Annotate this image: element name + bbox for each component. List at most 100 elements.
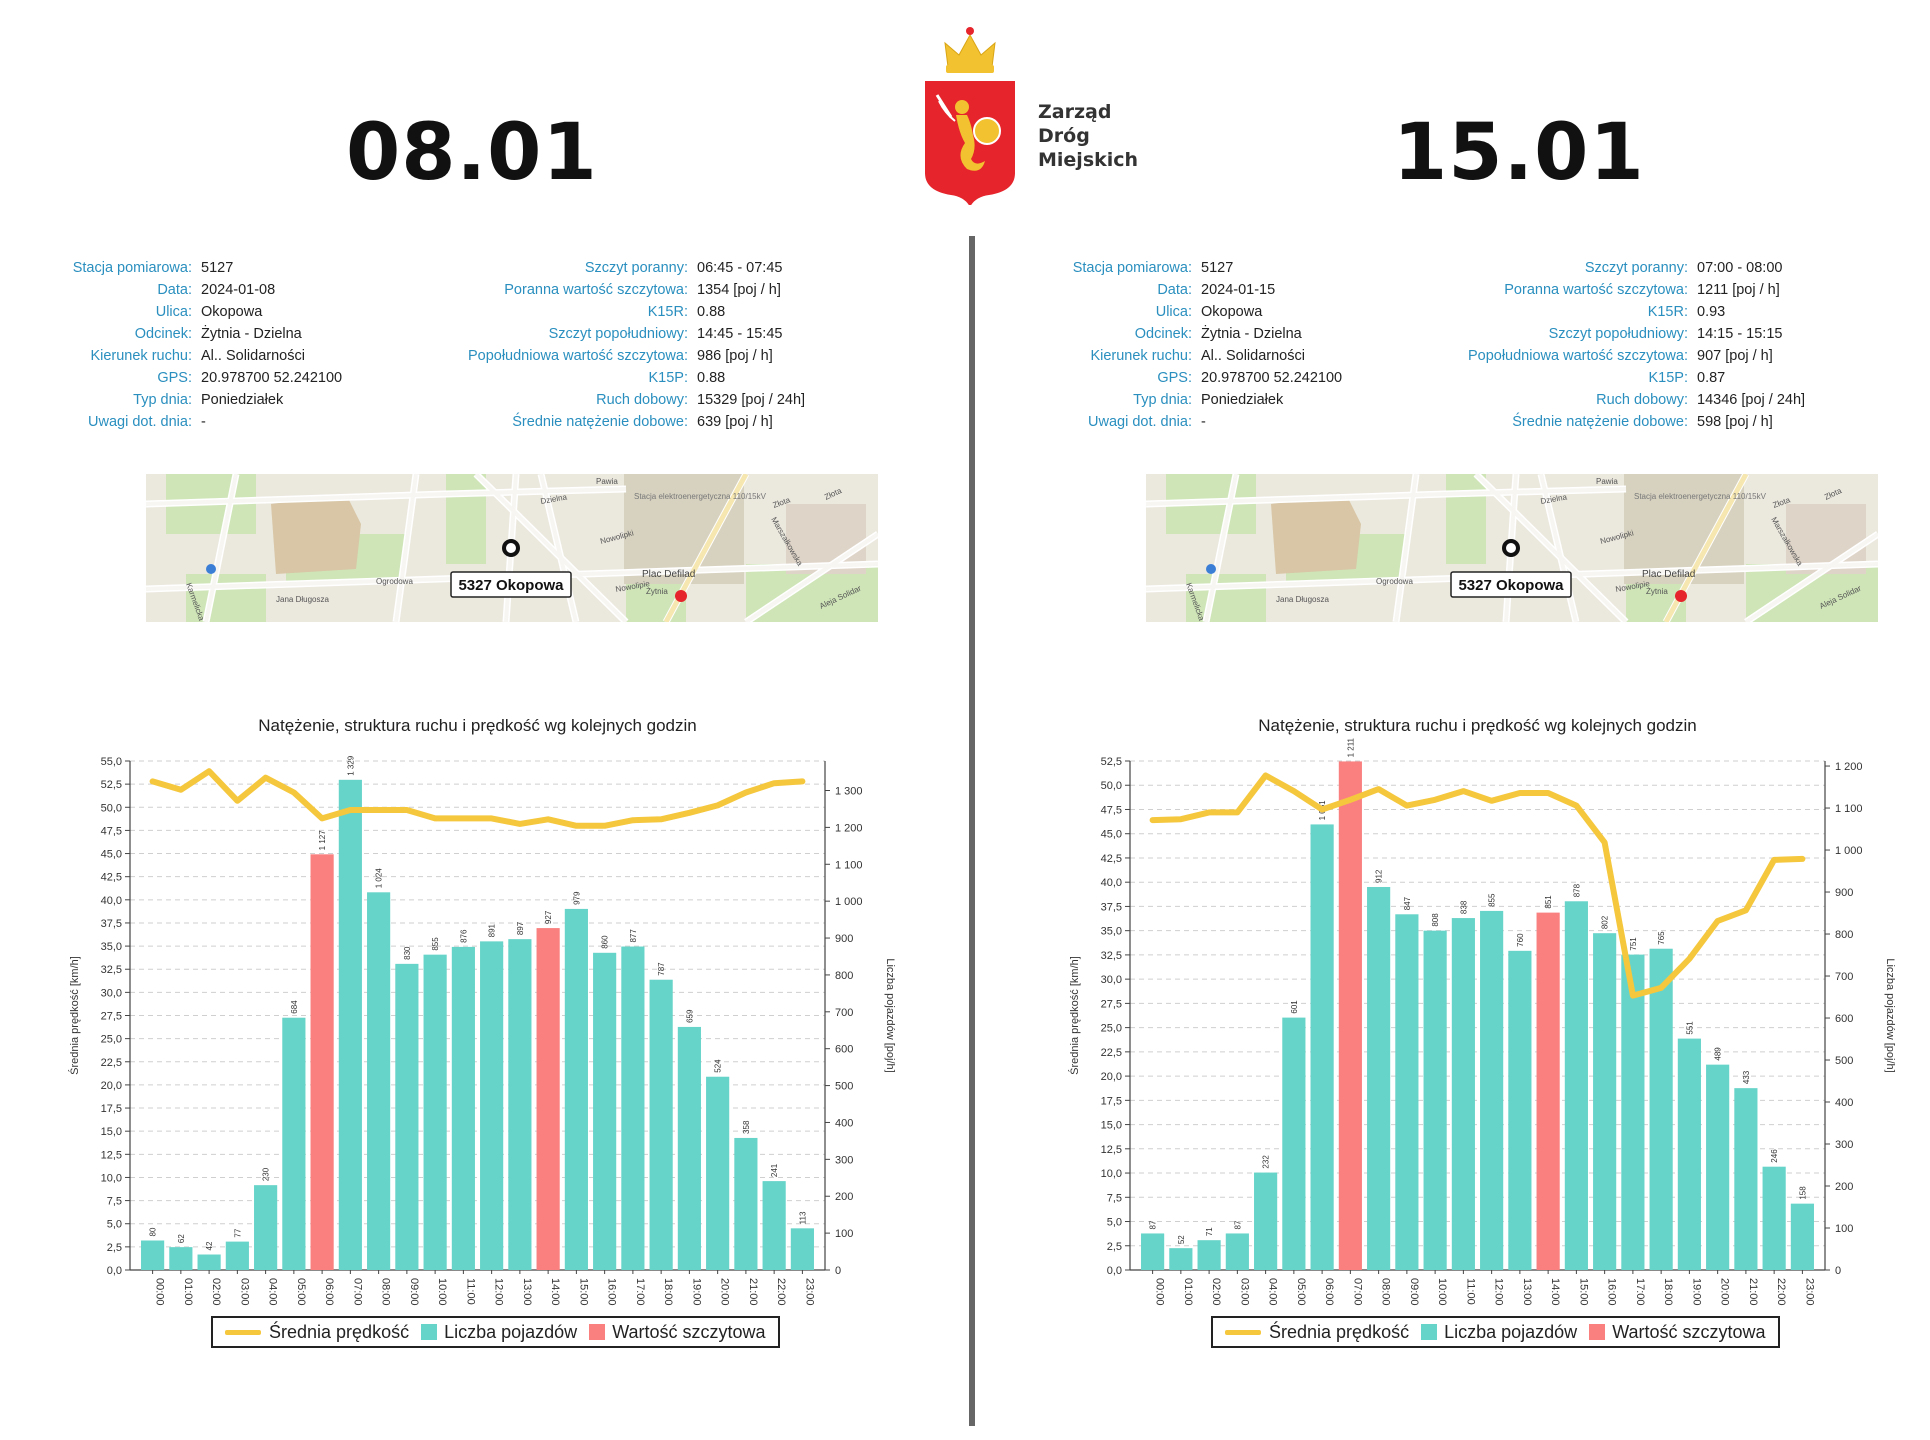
y-tick-label: 32,5: [1101, 950, 1122, 962]
x-tick-label: 12:00: [493, 1278, 505, 1306]
count-bar: [1367, 886, 1391, 1270]
y-tick-label: 55,0: [101, 756, 122, 768]
info-row: Data: 2024-01-15: [1000, 279, 1342, 301]
y2-tick-label: 400: [1835, 1097, 1853, 1109]
station-marker-icon: [1502, 539, 1520, 557]
info-label: Popołudniowa wartość szczytowa:: [1467, 348, 1688, 364]
x-tick-label: 05:00: [1295, 1278, 1307, 1306]
info-label: Typ dnia:: [133, 392, 192, 408]
info-value: 14:45 - 15:45: [697, 326, 783, 342]
info-row: Uwagi dot. dnia: -: [1000, 411, 1342, 433]
map-street-inner: [1394, 474, 1418, 622]
x-tick-label: 01:00: [1182, 1278, 1194, 1306]
map-street-inner: [1146, 487, 1627, 506]
map-street-label: Żytnia: [1646, 587, 1668, 596]
station-map-left[interactable]: Pawia Dzielna Nowolipki Złota Złota Marszałko…: [146, 474, 878, 622]
info-row: GPS: 20.978700 52.242100: [0, 367, 342, 389]
legend-speed-label: Średnia prędkość: [269, 1321, 410, 1342]
count-bar: [1423, 930, 1447, 1270]
station-map-right[interactable]: Pawia Dzielna Nowolipki Złota Złota Marszałko…: [1146, 474, 1878, 622]
info-label: Szczyt popołudniowy:: [548, 326, 688, 342]
legend-item-peak: Wartość szczytowa: [589, 1322, 766, 1343]
y-tick-label: 17,5: [101, 1103, 122, 1115]
info-value: -: [1201, 414, 1206, 430]
y-tick-label: 5,0: [1107, 1217, 1122, 1229]
x-tick-label: 18:00: [662, 1278, 674, 1306]
x-tick-label: 10:00: [1436, 1278, 1448, 1306]
info-row: Popołudniowa wartość szczytowa: 986 [poj …: [400, 345, 805, 367]
map-place-label: Plac Defilad: [642, 569, 695, 580]
bar-value-label: 855: [1488, 893, 1497, 907]
info-row: Średnie natężenie dobowe: 598 [poj / h]: [1400, 411, 1805, 433]
count-bar: [1197, 1240, 1221, 1270]
info-row: Ruch dobowy: 14346 [poj / 24h]: [1400, 389, 1805, 411]
map-park: [1446, 474, 1486, 564]
info-value: 0.87: [1697, 370, 1726, 386]
y-tick-label: 27,5: [101, 1011, 122, 1023]
y-tick-label: 22,5: [1101, 1047, 1122, 1059]
y2-tick-label: 600: [1835, 1013, 1853, 1025]
y-tick-label: 42,5: [1101, 853, 1122, 865]
info-label: K15P:: [1648, 370, 1689, 386]
station-marker-icon: [502, 539, 520, 557]
y-tick-label: 25,0: [101, 1034, 122, 1046]
x-tick-label: 06:00: [1323, 1278, 1335, 1306]
info-value: 0.88: [697, 370, 726, 386]
y-tick-label: 35,0: [101, 941, 122, 953]
map-street-inner: [204, 474, 238, 622]
count-bar: [338, 779, 362, 1270]
zdm-logo: Zarząd Dróg Miejskich: [915, 25, 1145, 207]
chart-legend-right: Średnia prędkość Liczba pojazdów Wartość…: [1211, 1316, 1780, 1348]
info-label: Poranna wartość szczytowa:: [504, 282, 688, 298]
count-bar: [1282, 1017, 1306, 1270]
info-value: Poniedziałek: [1201, 392, 1284, 408]
info-row: Szczyt popołudniowy: 14:45 - 15:45: [400, 323, 805, 345]
y-tick-label: 7,5: [1107, 1192, 1122, 1204]
x-tick-label: 01:00: [182, 1278, 194, 1306]
bar-value-label: 246: [1770, 1149, 1779, 1163]
station-label: 5327 Okopowa: [458, 577, 564, 594]
y-tick-label: 35,0: [1101, 926, 1122, 938]
x-tick-label: 09:00: [1408, 1278, 1420, 1306]
bar-value-label: 912: [1375, 869, 1384, 883]
map-street-label: Jana Długosza: [1276, 595, 1329, 604]
info-row: Typ dnia: Poniedziałek: [1000, 389, 1342, 411]
map-street-inner: [1204, 474, 1238, 622]
info-value: Al.. Solidarności: [1201, 348, 1305, 364]
y-tick-label: 10,0: [101, 1172, 122, 1184]
bar-value-label: 847: [1403, 896, 1412, 910]
info-value: 0.88: [697, 304, 726, 320]
x-tick-label: 04:00: [267, 1278, 279, 1306]
count-bar: [1225, 1233, 1249, 1270]
map-street-inner: [146, 487, 627, 506]
info-value: 15329 [poj / 24h]: [697, 392, 806, 408]
count-bar: [423, 954, 447, 1270]
bar-value-label: 42: [205, 1241, 214, 1250]
map-street-label: Pawia: [596, 477, 618, 486]
count-bar: [1706, 1064, 1730, 1270]
y-tick-label: 40,0: [101, 895, 122, 907]
bar-value-label: 760: [1516, 933, 1525, 947]
count-bar: [593, 952, 617, 1270]
x-tick-label: 20:00: [1719, 1278, 1731, 1306]
y-tick-label: 45,0: [101, 849, 122, 861]
info-value: 07:00 - 08:00: [1697, 260, 1783, 276]
count-bar: [1395, 914, 1419, 1270]
bar-value-label: 241: [770, 1163, 779, 1177]
x-tick-label: 11:00: [1464, 1278, 1476, 1305]
info-label: Średnie natężenie dobowe:: [512, 414, 688, 430]
x-tick-label: 05:00: [295, 1278, 307, 1306]
x-tick-label: 02:00: [210, 1278, 222, 1306]
info-value: 1354 [poj / h]: [697, 282, 781, 298]
info-row: Uwagi dot. dnia: -: [0, 411, 342, 433]
count-bar: [677, 1026, 701, 1270]
info-value: 639 [poj / h]: [697, 414, 773, 430]
car-icon: [1206, 564, 1216, 574]
x-tick-label: 04:00: [1267, 1278, 1279, 1306]
legend-item-peak: Wartość szczytowa: [1589, 1322, 1766, 1343]
map-street-label: Ogrodowa: [376, 577, 413, 586]
info-value: Żytnia - Dzielna: [201, 326, 302, 342]
y-tick-label: 12,5: [101, 1149, 122, 1161]
legend-peak-swatch: [589, 1324, 606, 1340]
y-tick-label: 0,0: [107, 1265, 122, 1277]
